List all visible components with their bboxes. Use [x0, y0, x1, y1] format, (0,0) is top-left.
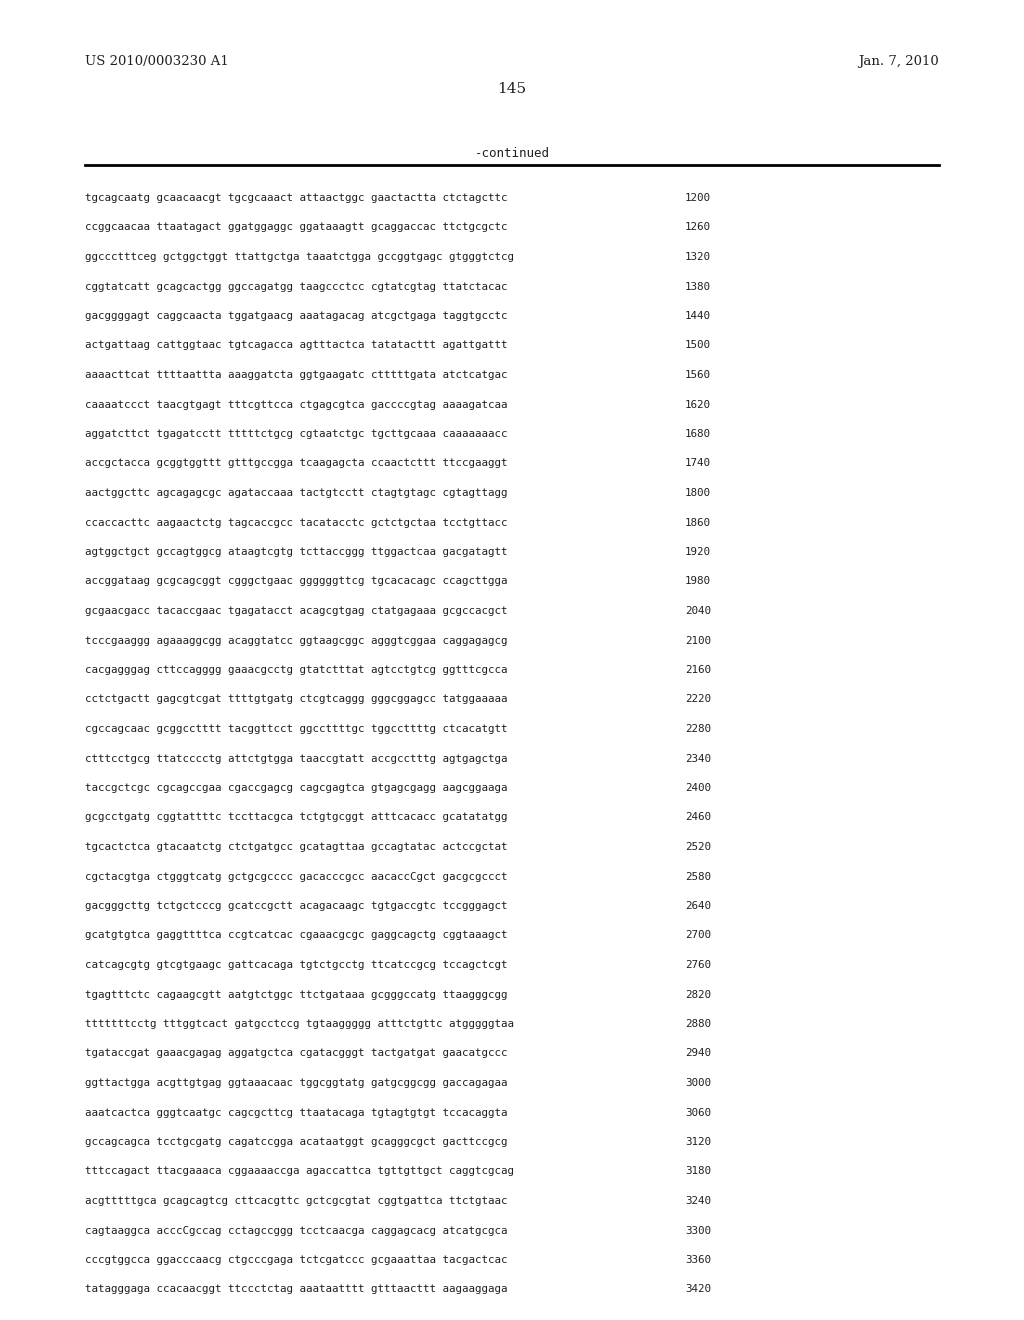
Text: ctttcctgcg ttatcccctg attctgtgga taaccgtatt accgcctttg agtgagctga: ctttcctgcg ttatcccctg attctgtgga taaccgt…: [85, 754, 508, 763]
Text: 145: 145: [498, 82, 526, 96]
Text: 3000: 3000: [685, 1078, 711, 1088]
Text: 1560: 1560: [685, 370, 711, 380]
Text: 2040: 2040: [685, 606, 711, 616]
Text: 2280: 2280: [685, 723, 711, 734]
Text: cggtatcatt gcagcactgg ggccagatgg taagccctcc cgtatcgtag ttatctacac: cggtatcatt gcagcactgg ggccagatgg taagccc…: [85, 281, 508, 292]
Text: 2220: 2220: [685, 694, 711, 705]
Text: 1980: 1980: [685, 577, 711, 586]
Text: gcatgtgtca gaggttttca ccgtcatcac cgaaacgcgc gaggcagctg cggtaaagct: gcatgtgtca gaggttttca ccgtcatcac cgaaacg…: [85, 931, 508, 940]
Text: 3300: 3300: [685, 1225, 711, 1236]
Text: 1860: 1860: [685, 517, 711, 528]
Text: agtggctgct gccagtggcg ataagtcgtg tcttaccggg ttggactcaa gacgatagtt: agtggctgct gccagtggcg ataagtcgtg tcttacc…: [85, 546, 508, 557]
Text: cccgtggcca ggacccaacg ctgcccgaga tctcgatccc gcgaaattaa tacgactcac: cccgtggcca ggacccaacg ctgcccgaga tctcgat…: [85, 1255, 508, 1265]
Text: gccagcagca tcctgcgatg cagatccgga acataatggt gcagggcgct gacttccgcg: gccagcagca tcctgcgatg cagatccgga acataat…: [85, 1137, 508, 1147]
Text: 2460: 2460: [685, 813, 711, 822]
Text: 2640: 2640: [685, 902, 711, 911]
Text: cacgagggag cttccagggg gaaacgcctg gtatctttat agtcctgtcg ggtttcgcca: cacgagggag cttccagggg gaaacgcctg gtatctt…: [85, 665, 508, 675]
Text: actgattaag cattggtaac tgtcagacca agtttactca tatatacttt agattgattt: actgattaag cattggtaac tgtcagacca agtttac…: [85, 341, 508, 351]
Text: gacgggcttg tctgctcccg gcatccgctt acagacaagc tgtgaccgtc tccgggagct: gacgggcttg tctgctcccg gcatccgctt acagaca…: [85, 902, 508, 911]
Text: -continued: -continued: [474, 147, 550, 160]
Text: ggccctttceg gctggctggt ttattgctga taaatctgga gccggtgagc gtgggtctcg: ggccctttceg gctggctggt ttattgctga taaatc…: [85, 252, 514, 261]
Text: 3240: 3240: [685, 1196, 711, 1206]
Text: cgctacgtga ctgggtcatg gctgcgcccc gacacccgcc aacaccCgct gacgcgccct: cgctacgtga ctgggtcatg gctgcgcccc gacaccc…: [85, 871, 508, 882]
Text: 3180: 3180: [685, 1167, 711, 1176]
Text: tcccgaaggg agaaaggcgg acaggtatcc ggtaagcggc agggtcggaa caggagagcg: tcccgaaggg agaaaggcgg acaggtatcc ggtaagc…: [85, 635, 508, 645]
Text: 1920: 1920: [685, 546, 711, 557]
Text: ccggcaacaa ttaatagact ggatggaggc ggataaagtt gcaggaccac ttctgcgctc: ccggcaacaa ttaatagact ggatggaggc ggataaa…: [85, 223, 508, 232]
Text: aaatcactca gggtcaatgc cagcgcttcg ttaatacaga tgtagtgtgt tccacaggta: aaatcactca gggtcaatgc cagcgcttcg ttaatac…: [85, 1107, 508, 1118]
Text: 1260: 1260: [685, 223, 711, 232]
Text: tttccagact ttacgaaaca cggaaaaccga agaccattca tgttgttgct caggtcgcag: tttccagact ttacgaaaca cggaaaaccga agacca…: [85, 1167, 514, 1176]
Text: 2100: 2100: [685, 635, 711, 645]
Text: 1800: 1800: [685, 488, 711, 498]
Text: 1680: 1680: [685, 429, 711, 440]
Text: ggttactgga acgttgtgag ggtaaacaac tggcggtatg gatgcggcgg gaccagagaa: ggttactgga acgttgtgag ggtaaacaac tggcggt…: [85, 1078, 508, 1088]
Text: 2580: 2580: [685, 871, 711, 882]
Text: tgcactctca gtacaatctg ctctgatgcc gcatagttaa gccagtatac actccgctat: tgcactctca gtacaatctg ctctgatgcc gcatagt…: [85, 842, 508, 851]
Text: 3060: 3060: [685, 1107, 711, 1118]
Text: tgcagcaatg gcaacaacgt tgcgcaaact attaactggc gaactactta ctctagcttc: tgcagcaatg gcaacaacgt tgcgcaaact attaact…: [85, 193, 508, 203]
Text: tgataccgat gaaacgagag aggatgctca cgatacgggt tactgatgat gaacatgccc: tgataccgat gaaacgagag aggatgctca cgatacg…: [85, 1048, 508, 1059]
Text: accgctacca gcggtggttt gtttgccgga tcaagagcta ccaactcttt ttccgaaggt: accgctacca gcggtggttt gtttgccgga tcaagag…: [85, 458, 508, 469]
Text: cctctgactt gagcgtcgat ttttgtgatg ctcgtcaggg gggcggagcc tatggaaaaa: cctctgactt gagcgtcgat ttttgtgatg ctcgtca…: [85, 694, 508, 705]
Text: gcgaacgacc tacaccgaac tgagatacct acagcgtgag ctatgagaaa gcgccacgct: gcgaacgacc tacaccgaac tgagatacct acagcgt…: [85, 606, 508, 616]
Text: US 2010/0003230 A1: US 2010/0003230 A1: [85, 55, 228, 69]
Text: 1380: 1380: [685, 281, 711, 292]
Text: ccaccacttc aagaactctg tagcaccgcc tacatacctc gctctgctaa tcctgttacc: ccaccacttc aagaactctg tagcaccgcc tacatac…: [85, 517, 508, 528]
Text: 1740: 1740: [685, 458, 711, 469]
Text: Jan. 7, 2010: Jan. 7, 2010: [858, 55, 939, 69]
Text: 3120: 3120: [685, 1137, 711, 1147]
Text: 2880: 2880: [685, 1019, 711, 1030]
Text: 3360: 3360: [685, 1255, 711, 1265]
Text: 2700: 2700: [685, 931, 711, 940]
Text: 1320: 1320: [685, 252, 711, 261]
Text: acgtttttgca gcagcagtcg cttcacgttc gctcgcgtat cggtgattca ttctgtaac: acgtttttgca gcagcagtcg cttcacgttc gctcgc…: [85, 1196, 508, 1206]
Text: taccgctcgc cgcagccgaa cgaccgagcg cagcgagtca gtgagcgagg aagcggaaga: taccgctcgc cgcagccgaa cgaccgagcg cagcgag…: [85, 783, 508, 793]
Text: cagtaaggca acccCgccag cctagccggg tcctcaacga caggagcacg atcatgcgca: cagtaaggca acccCgccag cctagccggg tcctcaa…: [85, 1225, 508, 1236]
Text: tttttttcctg tttggtcact gatgcctccg tgtaaggggg atttctgttc atgggggtaa: tttttttcctg tttggtcact gatgcctccg tgtaag…: [85, 1019, 514, 1030]
Text: 2820: 2820: [685, 990, 711, 999]
Text: 1200: 1200: [685, 193, 711, 203]
Text: 3420: 3420: [685, 1284, 711, 1295]
Text: catcagcgtg gtcgtgaagc gattcacaga tgtctgcctg ttcatccgcg tccagctcgt: catcagcgtg gtcgtgaagc gattcacaga tgtctgc…: [85, 960, 508, 970]
Text: 1440: 1440: [685, 312, 711, 321]
Text: 2760: 2760: [685, 960, 711, 970]
Text: 1500: 1500: [685, 341, 711, 351]
Text: 2400: 2400: [685, 783, 711, 793]
Text: accggataag gcgcagcggt cgggctgaac ggggggttcg tgcacacagc ccagcttgga: accggataag gcgcagcggt cgggctgaac ggggggt…: [85, 577, 508, 586]
Text: aggatcttct tgagatcctt tttttctgcg cgtaatctgc tgcttgcaaa caaaaaaacc: aggatcttct tgagatcctt tttttctgcg cgtaatc…: [85, 429, 508, 440]
Text: tatagggaga ccacaacggt ttccctctag aaataatttt gtttaacttt aagaaggaga: tatagggaga ccacaacggt ttccctctag aaataat…: [85, 1284, 508, 1295]
Text: 1620: 1620: [685, 400, 711, 409]
Text: cgccagcaac gcggcctttt tacggttcct ggccttttgc tggccttttg ctcacatgtt: cgccagcaac gcggcctttt tacggttcct ggccttt…: [85, 723, 508, 734]
Text: gacggggagt caggcaacta tggatgaacg aaatagacag atcgctgaga taggtgcctc: gacggggagt caggcaacta tggatgaacg aaataga…: [85, 312, 508, 321]
Text: 2160: 2160: [685, 665, 711, 675]
Text: 2340: 2340: [685, 754, 711, 763]
Text: 2520: 2520: [685, 842, 711, 851]
Text: gcgcctgatg cggtattttc tccttacgca tctgtgcggt atttcacacc gcatatatgg: gcgcctgatg cggtattttc tccttacgca tctgtgc…: [85, 813, 508, 822]
Text: tgagtttctc cagaagcgtt aatgtctggc ttctgataaa gcgggccatg ttaagggcgg: tgagtttctc cagaagcgtt aatgtctggc ttctgat…: [85, 990, 508, 999]
Text: aaaacttcat ttttaattta aaaggatcta ggtgaagatc ctttttgata atctcatgac: aaaacttcat ttttaattta aaaggatcta ggtgaag…: [85, 370, 508, 380]
Text: 2940: 2940: [685, 1048, 711, 1059]
Text: caaaatccct taacgtgagt tttcgttcca ctgagcgtca gaccccgtag aaaagatcaa: caaaatccct taacgtgagt tttcgttcca ctgagcg…: [85, 400, 508, 409]
Text: aactggcttc agcagagcgc agataccaaa tactgtcctt ctagtgtagc cgtagttagg: aactggcttc agcagagcgc agataccaaa tactgtc…: [85, 488, 508, 498]
